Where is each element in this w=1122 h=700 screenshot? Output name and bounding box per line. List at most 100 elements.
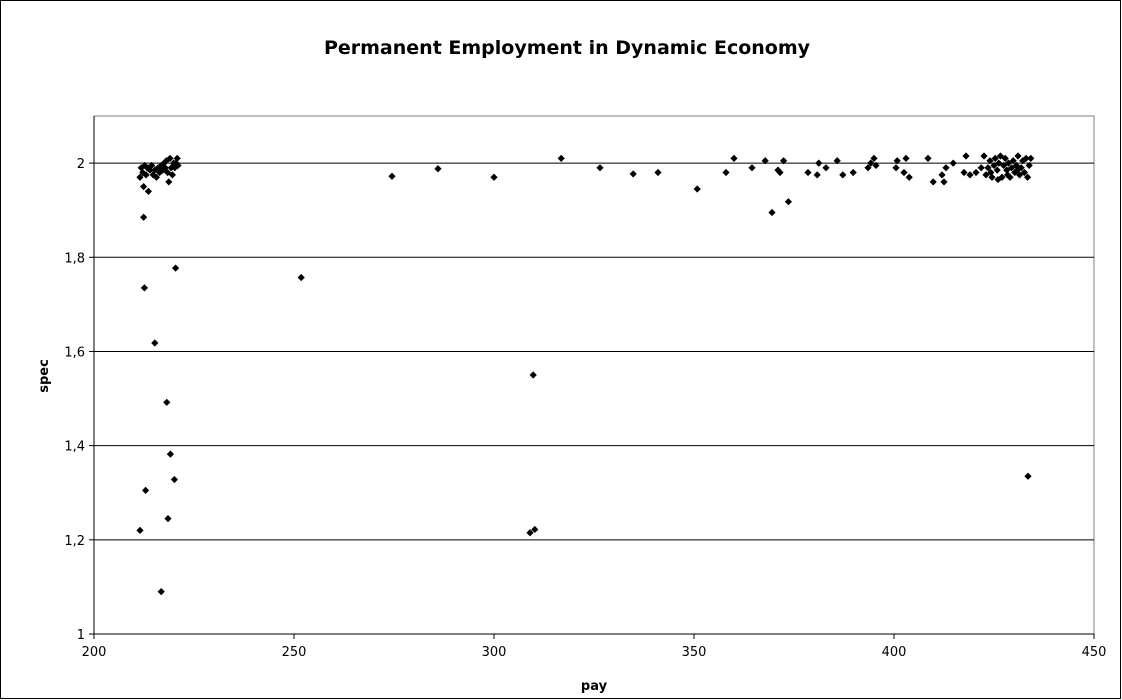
data-point (1014, 152, 1022, 160)
data-point (839, 171, 847, 179)
data-point (157, 588, 165, 596)
data-point (1025, 161, 1033, 170)
data-point (172, 264, 180, 272)
data-point (140, 183, 148, 191)
data-point (872, 161, 880, 170)
data-point (813, 171, 821, 179)
data-point (900, 168, 908, 177)
data-point (165, 178, 173, 186)
data-point (966, 171, 974, 179)
data-point (166, 450, 174, 458)
data-point (960, 168, 968, 177)
y-tick-label: 1 (77, 628, 85, 643)
data-point (902, 154, 910, 162)
data-point (434, 165, 442, 173)
data-point (892, 164, 900, 172)
data-points (136, 152, 1035, 596)
data-point (1024, 173, 1032, 181)
data-point (993, 166, 1001, 174)
data-point (986, 157, 994, 165)
data-point (148, 161, 156, 170)
data-point (142, 486, 150, 494)
x-tick-label: 350 (682, 645, 707, 660)
data-point (140, 213, 148, 221)
data-point (949, 159, 957, 167)
data-point (1008, 164, 1016, 172)
data-point (1020, 168, 1028, 177)
data-point (972, 168, 980, 177)
data-point (776, 168, 784, 177)
data-point (166, 154, 174, 162)
data-point (761, 157, 769, 165)
data-point (987, 168, 995, 177)
data-point (531, 525, 539, 534)
data-point (142, 171, 150, 179)
data-point (136, 526, 144, 534)
data-point (529, 371, 537, 379)
axes (93, 116, 1094, 635)
data-point (490, 173, 498, 181)
data-point (748, 164, 756, 172)
y-tick-label: 1,2 (64, 534, 85, 549)
x-tick-label: 300 (482, 645, 507, 660)
data-point (768, 208, 776, 217)
x-axis-label: pay (581, 679, 608, 694)
data-point (980, 152, 988, 160)
data-point (1001, 154, 1009, 162)
data-point (977, 164, 985, 172)
data-point (136, 173, 144, 181)
data-point (849, 168, 857, 177)
data-point (995, 159, 1003, 167)
y-axis-label: spec (37, 359, 52, 393)
data-point (822, 164, 830, 172)
y-tick-label: 2 (77, 157, 85, 172)
data-point (730, 154, 738, 162)
data-point (991, 154, 999, 162)
y-axis-ticks: 1 1,2 1,4 1,6 1,8 2 (64, 157, 94, 643)
data-point (144, 187, 152, 195)
data-point (173, 154, 181, 162)
y-tick-label: 1,8 (64, 251, 85, 266)
data-point (693, 185, 701, 193)
data-point (170, 475, 178, 484)
data-point (1004, 171, 1012, 179)
data-point (780, 157, 788, 165)
gridlines (94, 162, 1094, 541)
data-point (1027, 154, 1035, 162)
data-point (168, 171, 176, 179)
y-tick-label: 1,4 (64, 440, 85, 455)
data-point (867, 159, 875, 167)
data-point (140, 284, 148, 292)
x-axis-ticks: 200 250 300 350 400 450 (82, 634, 1107, 660)
data-point (804, 168, 812, 177)
x-tick-label: 200 (82, 645, 107, 660)
data-point (784, 198, 792, 206)
data-point (893, 157, 901, 165)
data-point (163, 398, 171, 406)
data-point (1003, 166, 1011, 174)
plot-area (93, 115, 1095, 635)
data-point (152, 173, 160, 181)
data-point (864, 164, 872, 172)
data-point (526, 529, 534, 537)
data-point (164, 515, 172, 523)
data-point (924, 154, 932, 162)
x-tick-label: 450 (1082, 645, 1107, 660)
data-point (557, 154, 565, 162)
x-tick-label: 400 (882, 645, 907, 660)
data-point (962, 152, 970, 160)
data-point (938, 171, 946, 179)
data-point (984, 164, 992, 172)
data-point (722, 168, 730, 177)
data-point (1024, 472, 1032, 480)
data-point (654, 168, 662, 177)
data-point (388, 172, 396, 180)
data-point (1000, 161, 1008, 170)
data-point (994, 175, 1002, 184)
data-point (596, 164, 604, 172)
data-point (940, 178, 948, 186)
data-point (929, 178, 937, 186)
data-point (1011, 168, 1019, 177)
data-point (297, 273, 305, 282)
